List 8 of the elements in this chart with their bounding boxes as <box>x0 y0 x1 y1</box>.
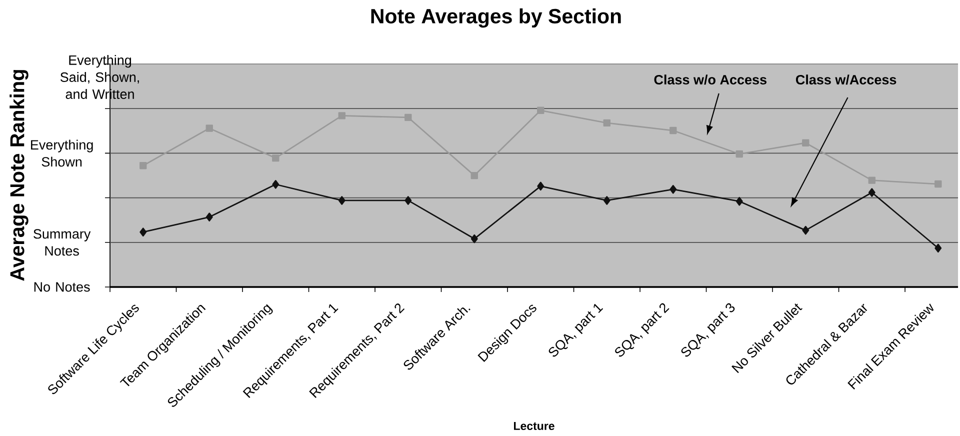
ref-line-label: Summary Notes <box>34 229 91 256</box>
x-axis-title: Lecture <box>514 422 554 430</box>
ref-line-label: No Notes <box>34 282 90 292</box>
text: Class w/Access <box>796 74 896 85</box>
chart-title: Note Averages by Section <box>371 8 621 28</box>
text: Class w/o Access <box>654 74 766 85</box>
ref-line-label: Everything Shown <box>31 140 93 167</box>
y-axis-title: Average Note Ranking <box>10 70 28 281</box>
